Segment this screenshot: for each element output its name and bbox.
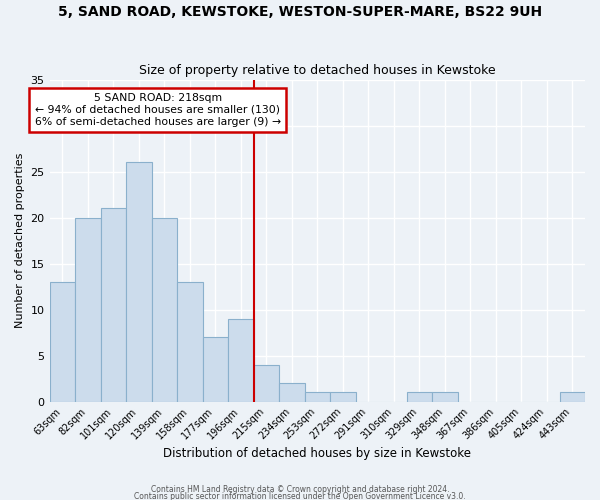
- Bar: [126, 162, 152, 402]
- Bar: [75, 218, 101, 402]
- Text: 5, SAND ROAD, KEWSTOKE, WESTON-SUPER-MARE, BS22 9UH: 5, SAND ROAD, KEWSTOKE, WESTON-SUPER-MAR…: [58, 5, 542, 19]
- Bar: [101, 208, 126, 402]
- Bar: [432, 392, 458, 402]
- Bar: [228, 319, 254, 402]
- Bar: [254, 365, 279, 402]
- Bar: [152, 218, 177, 402]
- X-axis label: Distribution of detached houses by size in Kewstoke: Distribution of detached houses by size …: [163, 447, 471, 460]
- Text: Contains HM Land Registry data © Crown copyright and database right 2024.: Contains HM Land Registry data © Crown c…: [151, 486, 449, 494]
- Bar: [305, 392, 330, 402]
- Bar: [177, 282, 203, 402]
- Bar: [330, 392, 356, 402]
- Text: Contains public sector information licensed under the Open Government Licence v3: Contains public sector information licen…: [134, 492, 466, 500]
- Bar: [560, 392, 585, 402]
- Y-axis label: Number of detached properties: Number of detached properties: [15, 153, 25, 328]
- Title: Size of property relative to detached houses in Kewstoke: Size of property relative to detached ho…: [139, 64, 496, 77]
- Text: 5 SAND ROAD: 218sqm
← 94% of detached houses are smaller (130)
6% of semi-detach: 5 SAND ROAD: 218sqm ← 94% of detached ho…: [35, 94, 281, 126]
- Bar: [279, 383, 305, 402]
- Bar: [203, 337, 228, 402]
- Bar: [407, 392, 432, 402]
- Bar: [50, 282, 75, 402]
